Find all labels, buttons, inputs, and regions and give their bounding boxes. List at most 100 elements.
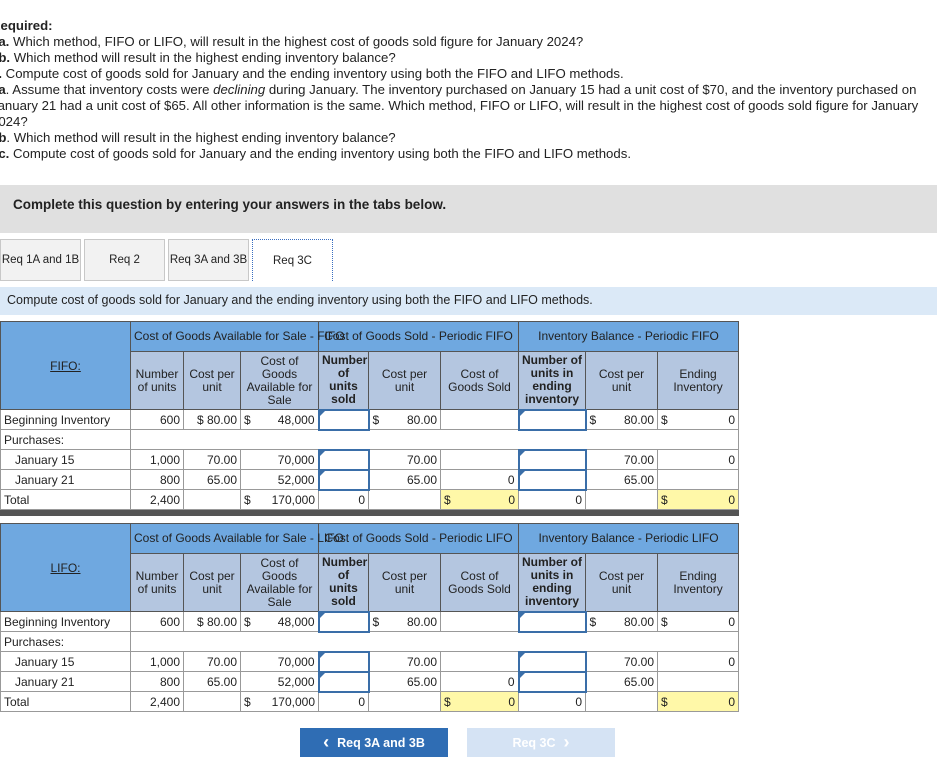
req-text: Which method, FIFO or LIFO, will result …: [9, 34, 584, 49]
ending-inventory-cell: [656, 671, 740, 692]
cost-per-unit-header: Cost per unit: [183, 553, 241, 612]
dollar-sign: $: [589, 412, 597, 427]
row-label: Total: [0, 691, 131, 712]
req-num: 3c.: [0, 146, 10, 161]
total-ending-inventory: $0: [656, 489, 740, 510]
ending-units-input[interactable]: [517, 448, 587, 471]
units-sold-input[interactable]: [317, 610, 370, 633]
tab-req-3c[interactable]: Req 3C: [252, 239, 333, 281]
dollar-sign: $: [244, 492, 251, 507]
cogs-cost-per-unit-cell: $80.00: [368, 611, 441, 632]
requirement-item: 3a. Assume that inventory costs were dec…: [0, 82, 946, 130]
cogs-header: Cost of Goods Sold: [440, 351, 519, 410]
cogas-value: 52,000: [277, 674, 315, 689]
cogs-cell: [440, 611, 519, 632]
inv-cost-per-unit-cell: 65.00: [585, 469, 658, 490]
cogs-cost-per-unit-cell: 65.00: [368, 469, 441, 490]
req-text: Compute cost of goods sold for January a…: [9, 146, 631, 161]
cost-per-unit-header: Cost per unit: [183, 351, 241, 410]
req-num: 3b: [0, 130, 7, 145]
dollar-sign: $: [372, 412, 380, 427]
units-cell: 800: [130, 671, 184, 692]
req-num: 1b.: [0, 50, 11, 65]
row-label: January 21: [0, 671, 131, 692]
inv-cost-per-unit-cell: $80.00: [585, 611, 658, 632]
row-label: Purchases:: [0, 631, 131, 652]
cost-value: 65.00: [623, 472, 654, 487]
req-text: Compute cost of goods sold for January a…: [2, 66, 624, 81]
ending-units-input[interactable]: [517, 408, 587, 431]
ending-value: 0: [728, 654, 736, 669]
cogs-cell: [440, 651, 519, 672]
section-divider: [0, 509, 740, 516]
cost-per-unit-cell: 70.00: [183, 449, 241, 470]
table-row: Beginning Inventory 600 $ 80.00 $48,000 …: [0, 610, 740, 633]
tab-instruction: Compute cost of goods sold for January a…: [0, 287, 937, 315]
cost-value: 70.00: [623, 654, 654, 669]
ending-value: 0: [728, 452, 736, 467]
req-text: during January. The inventory purchased …: [0, 82, 919, 129]
req-text: . Assume that inventory costs were: [5, 82, 214, 97]
table-row: January 15 1,000 70.00 70,000 70.00 70.0…: [0, 650, 740, 673]
units-sold-input[interactable]: [317, 650, 370, 673]
chevron-left-icon: ‹: [323, 732, 330, 752]
total-value: 170,000: [271, 694, 315, 709]
cogs-cost-per-unit-cell: $80.00: [368, 409, 441, 430]
total-units-sold: 0: [318, 489, 369, 510]
prev-button[interactable]: ‹ Req 3A and 3B: [300, 728, 448, 757]
row-label: Beginning Inventory: [0, 409, 131, 430]
tab-req-1a-1b[interactable]: Req 1A and 1B: [0, 239, 81, 281]
ending-units-input[interactable]: [517, 468, 587, 491]
cogas-cell: $48,000: [240, 409, 319, 430]
ending-inventory-header: Ending Inventory: [656, 351, 740, 410]
ending-units-input[interactable]: [517, 650, 587, 673]
next-button: Req 3C ›: [467, 728, 615, 757]
units-cell: 600: [130, 611, 184, 632]
inv-cost-per-unit-cell: 65.00: [585, 671, 658, 692]
cost-value: 80.00: [623, 614, 654, 629]
dollar-sign: $: [661, 614, 668, 629]
requirement-item: 3c. Compute cost of goods sold for Janua…: [0, 146, 946, 162]
method-label: FIFO:: [0, 321, 131, 410]
tab-req-2[interactable]: Req 2: [84, 239, 165, 281]
cogas-value: 70,000: [277, 452, 315, 467]
cost-per-unit-cell: 70.00: [183, 651, 241, 672]
ending-units-input[interactable]: [517, 610, 587, 633]
cogs-header: Cost of Goods Sold: [440, 553, 519, 612]
ending-inventory-cell: 0: [656, 449, 740, 470]
req-emphasis: declining: [213, 82, 266, 97]
cogas-value: 70,000: [277, 654, 315, 669]
units-sold-input[interactable]: [317, 408, 370, 431]
cogs-group-header: Cost of Goods Sold - Periodic LIFO: [318, 523, 519, 554]
row-label: January 21: [0, 469, 131, 490]
cogs-group-header: Cost of Goods Sold - Periodic FIFO: [318, 321, 519, 352]
tab-req-3a-3b[interactable]: Req 3A and 3B: [168, 239, 249, 281]
requirement-item: 3b. Which method will result in the high…: [0, 130, 946, 146]
table-row: January 21 800 65.00 52,000 65.00 0 65.0…: [0, 468, 740, 491]
units-sold-header: Number of units sold: [318, 553, 369, 612]
cogs-cost-per-unit-cell: 70.00: [368, 651, 441, 672]
req-text: Which method will result in the highest …: [10, 50, 396, 65]
chevron-right-icon: ›: [563, 732, 570, 752]
units-sold-input[interactable]: [317, 448, 370, 471]
cogs-cost-per-unit-cell: 70.00: [368, 449, 441, 470]
ending-inventory-cell: [656, 469, 740, 490]
req-text: . Which method will result in the highes…: [6, 130, 396, 145]
total-ending-inventory: $0: [656, 691, 740, 712]
cost-per-unit-cell: $ 80.00: [183, 409, 241, 430]
units-header: Number of units: [130, 351, 184, 410]
cogas-cell: $48,000: [240, 611, 319, 632]
row-label: Beginning Inventory: [0, 611, 131, 632]
instructions-banner: Complete this question by entering your …: [0, 185, 937, 233]
total-units-sold: 0: [318, 691, 369, 712]
total-units: 2,400: [130, 691, 184, 712]
units-sold-input[interactable]: [317, 468, 370, 491]
ending-units-input[interactable]: [517, 670, 587, 693]
units-sold-input[interactable]: [317, 670, 370, 693]
dollar-sign: $: [661, 694, 668, 709]
tab-bar: Req 1A and 1B Req 2 Req 3A and 3B Req 3C: [0, 239, 336, 281]
cost-value: 65.00: [623, 674, 654, 689]
ending-units-header: Number of units in ending inventory: [518, 553, 586, 612]
cogas-group-header: Cost of Goods Available for Sale - LIFO: [130, 523, 344, 554]
total-value: 0: [728, 492, 736, 507]
